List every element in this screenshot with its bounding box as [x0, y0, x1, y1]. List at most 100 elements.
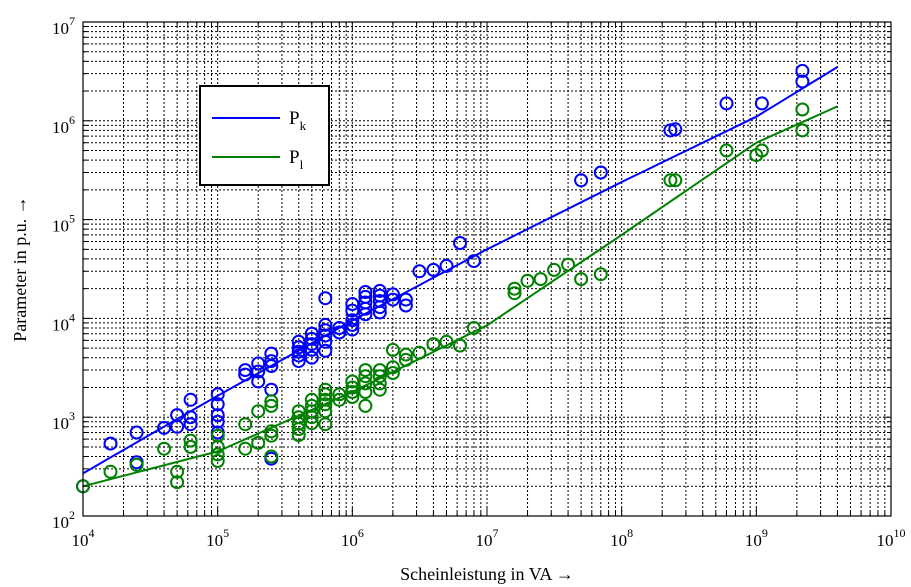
data-point-pk [251, 374, 266, 389]
data-point-pk [795, 74, 810, 89]
data-point-pk [170, 419, 185, 434]
data-point-pl [663, 173, 678, 188]
x-tick-label: 105 [206, 526, 229, 550]
data-point-pl [251, 435, 266, 450]
data-point-pl [719, 143, 734, 158]
data-point-pl [170, 464, 185, 479]
y-axis-label: Parameter in p.u. → [10, 196, 30, 341]
data-point-pk [372, 283, 387, 298]
y-tick-label: 106 [52, 113, 75, 137]
data-point-pk [210, 387, 225, 402]
fit-curves [82, 66, 838, 488]
data-point-pk [795, 63, 810, 78]
data-point-pk [304, 342, 319, 357]
data-point-pk [183, 410, 198, 425]
data-point-pl [398, 352, 413, 367]
y-tick-label: 104 [52, 310, 75, 334]
data-point-pl [561, 257, 576, 272]
data-point-pl [358, 369, 373, 384]
data-point-pk [264, 359, 279, 373]
data-point-pl [264, 394, 279, 409]
data-points [76, 63, 810, 494]
data-point-pk [593, 165, 608, 180]
data-point-pk [304, 337, 319, 352]
data-point-pl [358, 363, 373, 378]
data-point-pl [332, 392, 347, 407]
x-tick-label: 106 [341, 526, 364, 550]
data-point-pk [210, 414, 225, 429]
data-point-pk [439, 258, 454, 273]
data-point-pl [372, 382, 387, 397]
data-point-pl [304, 410, 319, 425]
x-tick-label: 107 [476, 526, 499, 550]
data-point-pl [372, 376, 387, 391]
data-point-pk [345, 322, 360, 337]
data-point-pk [183, 417, 198, 432]
data-point-pk [318, 291, 333, 306]
data-point-pl [345, 380, 360, 395]
legend: Pk Pl [199, 85, 330, 186]
data-point-pl [358, 398, 373, 413]
data-point-pl [210, 447, 225, 462]
data-point-pk [358, 285, 373, 299]
data-point-pk [754, 96, 769, 111]
data-point-pl [251, 404, 266, 419]
legend-box [199, 85, 330, 186]
data-point-pk [103, 436, 118, 451]
data-point-pk [426, 262, 441, 277]
legend-label-pl: Pl [289, 147, 304, 172]
data-point-pk [251, 364, 266, 379]
data-point-pl [358, 385, 373, 399]
data-point-pk [291, 344, 306, 359]
data-point-pk [412, 264, 427, 279]
data-point-pl [358, 376, 373, 391]
data-point-pl [385, 366, 400, 380]
data-point-pk [318, 317, 333, 332]
data-point-pl [264, 449, 279, 464]
data-point-pk [453, 236, 467, 250]
x-tick-label: 1010 [877, 526, 906, 550]
data-point-pl [520, 273, 535, 288]
data-point-pk [129, 425, 144, 440]
data-point-pk [466, 254, 481, 269]
data-point-pk [304, 350, 319, 365]
data-point-pk [157, 420, 172, 435]
data-point-pl [264, 428, 279, 443]
data-point-pk [345, 297, 360, 311]
data-point-pl [183, 433, 198, 448]
data-point-pl [507, 281, 522, 296]
data-point-pk [385, 287, 400, 302]
fit-curve-pk [82, 66, 838, 475]
data-point-pl [345, 390, 360, 404]
data-point-pl [439, 334, 454, 349]
data-point-pl [385, 342, 400, 357]
data-point-pk [332, 325, 347, 340]
data-point-pl [157, 441, 172, 456]
data-point-pl [372, 369, 387, 384]
data-point-pl [103, 464, 118, 479]
data-point-pk [345, 317, 360, 332]
data-point-pk [318, 343, 333, 358]
data-point-pk [264, 354, 279, 369]
legend-label-pk: Pk [289, 108, 307, 133]
data-point-pl [426, 337, 441, 352]
data-point-pl [345, 385, 360, 399]
data-point-pl [345, 374, 360, 389]
data-point-pk [719, 96, 734, 111]
data-point-pl [264, 398, 279, 413]
data-point-pk [304, 326, 319, 341]
data-point-pk [183, 392, 198, 407]
data-point-pk [291, 348, 306, 363]
data-point-pl [210, 454, 225, 468]
data-point-pl [574, 272, 589, 287]
data-point-pl [318, 382, 333, 397]
data-point-pk [238, 363, 253, 378]
data-point-pl [304, 416, 319, 431]
data-point-pk [668, 122, 683, 137]
data-point-pk [210, 397, 225, 412]
data-point-pk [210, 408, 225, 423]
tick-marks [83, 22, 891, 516]
data-point-pl [466, 321, 481, 335]
data-point-pl [318, 387, 333, 402]
